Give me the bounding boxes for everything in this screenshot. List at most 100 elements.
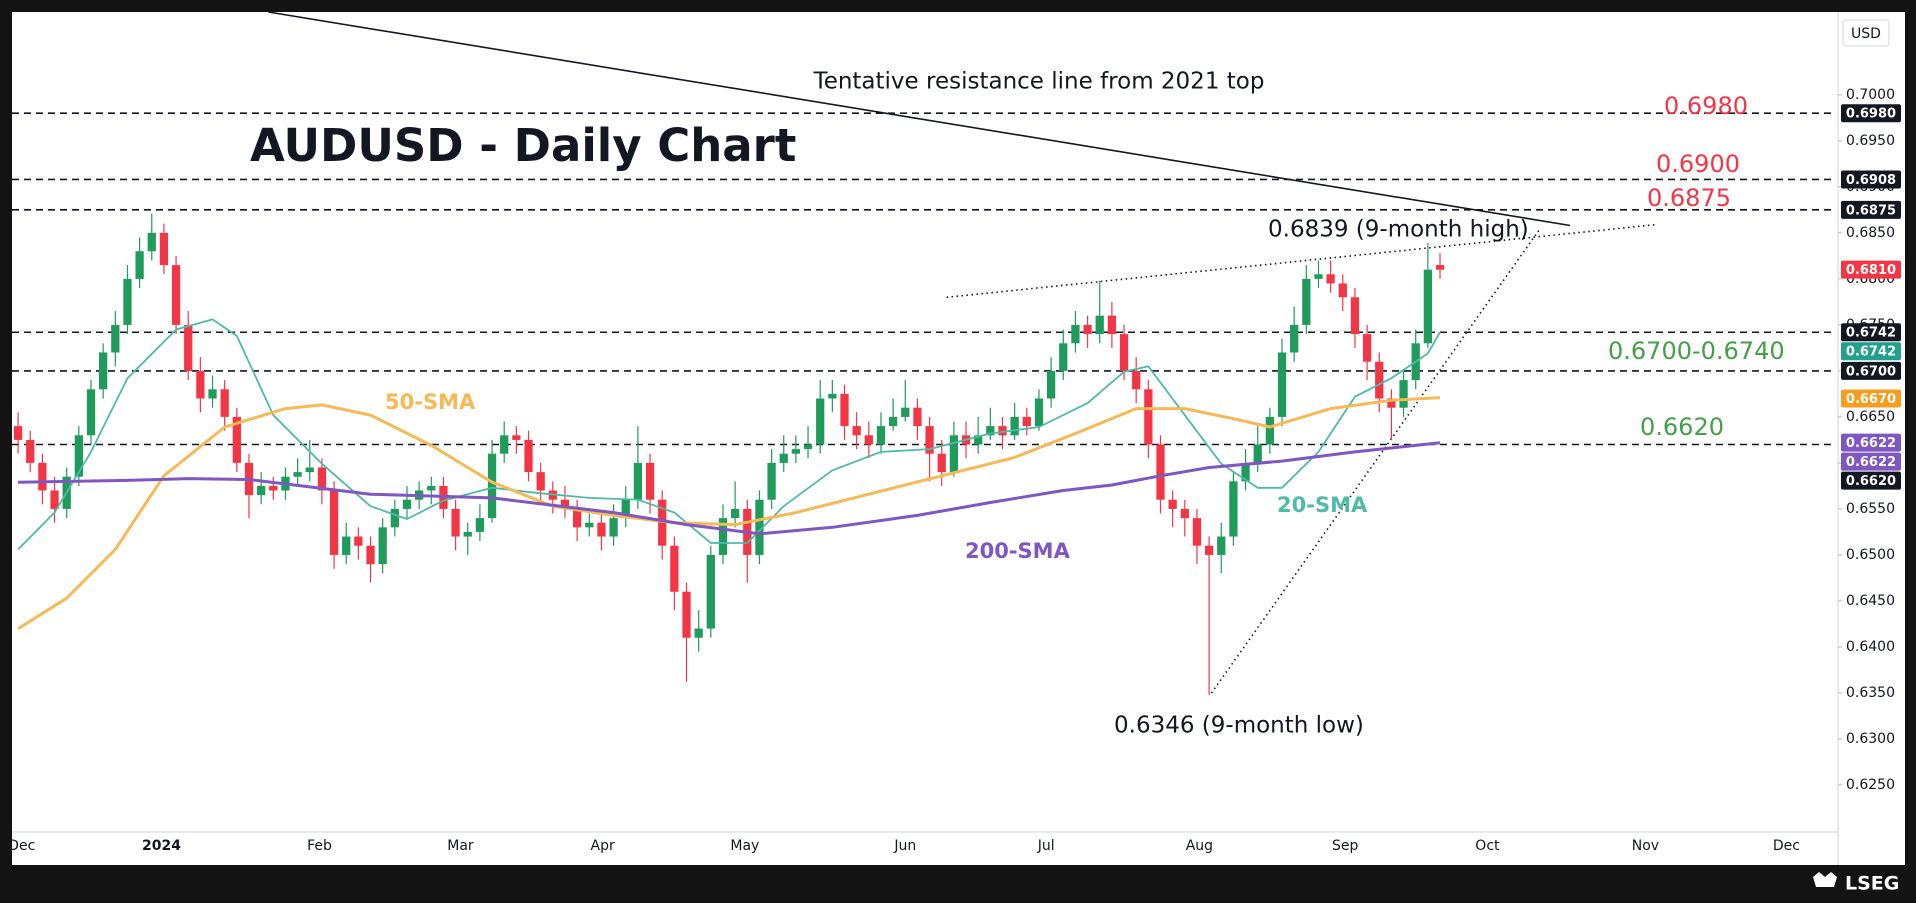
price-badge-label: 0.6742 xyxy=(1846,345,1896,360)
candle-body xyxy=(26,439,35,463)
candle-body xyxy=(1192,518,1202,546)
candle-body xyxy=(876,426,886,445)
trendline xyxy=(268,11,1571,227)
candle-body xyxy=(791,449,801,454)
annotations: AUDUSD - Daily Chart Tentative resistanc… xyxy=(250,69,1785,739)
logo: LSEG xyxy=(1813,872,1899,895)
candle-body xyxy=(888,416,898,427)
candle-body xyxy=(864,435,873,445)
annotation: 0.6839 (9-month high) xyxy=(1268,217,1529,243)
candle-body xyxy=(1350,297,1360,335)
price-badge xyxy=(1841,200,1901,219)
x-tick-label: 2024 xyxy=(142,838,181,854)
candle-body xyxy=(536,472,545,491)
candle-body xyxy=(1277,352,1287,417)
price-badge xyxy=(1841,170,1901,189)
sma-line xyxy=(18,441,1441,536)
candle-body xyxy=(949,435,959,473)
candle-body xyxy=(633,462,643,500)
y-tick-label: 0.6300 xyxy=(1846,731,1895,747)
candle-body xyxy=(378,527,387,565)
candle-body xyxy=(1423,269,1432,344)
sma-label: 200-SMA xyxy=(965,539,1071,563)
candle-body xyxy=(99,352,108,390)
y-tick-label: 0.6850 xyxy=(1846,225,1895,241)
candle-body xyxy=(1314,274,1323,279)
candle-body xyxy=(524,439,533,473)
y-tick-label: 0.6650 xyxy=(1846,409,1895,425)
candle-body xyxy=(852,426,861,436)
sma-label: 50-SMA xyxy=(385,390,476,414)
candle-body xyxy=(828,393,837,399)
y-tick-label: 0.7000 xyxy=(1846,87,1895,103)
candle-body xyxy=(937,453,946,473)
x-tick-label: May xyxy=(730,838,759,854)
sma-line xyxy=(17,318,1441,551)
y-tick-label: 0.6350 xyxy=(1846,685,1895,701)
candle-body xyxy=(1022,416,1031,427)
candle-body xyxy=(74,435,83,477)
price-badge-label: 0.6620 xyxy=(1846,474,1896,489)
candle-body xyxy=(816,398,825,445)
candle-body xyxy=(560,499,570,509)
price-badge xyxy=(1841,433,1901,452)
price-badge-label: 0.6810 xyxy=(1846,263,1896,278)
x-tick-label: Mar xyxy=(447,838,474,854)
candle-body xyxy=(366,545,375,565)
price-badge xyxy=(1841,342,1901,361)
sma-line xyxy=(17,396,1441,630)
candle-body xyxy=(1156,444,1165,500)
candle-body xyxy=(1435,265,1445,270)
candle-body xyxy=(1144,389,1153,445)
candle-body xyxy=(1132,370,1141,390)
candle-body xyxy=(354,536,363,546)
candle-body xyxy=(1302,278,1311,325)
level-label: 0.6875 xyxy=(1647,184,1731,212)
candle-body xyxy=(305,467,314,473)
candle-body xyxy=(1046,370,1056,399)
x-tick-label: Feb xyxy=(307,838,332,854)
candle-body xyxy=(998,426,1007,436)
y-tick-label: 0.6550 xyxy=(1846,501,1895,517)
price-badge-label: 0.6670 xyxy=(1846,392,1896,407)
level-label: 0.6700-0.6740 xyxy=(1608,337,1785,365)
price-badge xyxy=(1841,260,1901,279)
sma-label: 20-SMA xyxy=(1277,493,1368,517)
candle-body xyxy=(609,518,618,537)
candle-body xyxy=(682,591,691,638)
candle-body xyxy=(1204,545,1214,555)
candle-body xyxy=(208,389,217,399)
x-tick-label: Nov xyxy=(1632,838,1659,854)
candle-body xyxy=(1362,334,1372,362)
price-badge xyxy=(1841,389,1901,408)
x-tick-label: Aug xyxy=(1186,838,1213,854)
price-badge xyxy=(1841,452,1901,471)
candle-body xyxy=(220,389,229,417)
candle-body xyxy=(1326,274,1335,284)
candle-body xyxy=(694,628,703,638)
candle-body xyxy=(38,462,47,491)
x-tick-label: Sep xyxy=(1332,838,1359,854)
candle-body xyxy=(670,545,679,592)
candle-body xyxy=(779,453,788,463)
candle-body xyxy=(1338,283,1347,298)
chart-title: AUDUSD - Daily Chart xyxy=(250,119,796,172)
x-tick-label: Dec xyxy=(1773,838,1800,854)
price-badge-label: 0.6742 xyxy=(1846,326,1896,341)
candle-body xyxy=(1375,361,1384,399)
price-badge-label: 0.6622 xyxy=(1846,455,1896,470)
candle-body xyxy=(1217,536,1226,555)
candle-body xyxy=(1253,444,1262,463)
candle-body xyxy=(974,435,983,445)
price-badge-label: 0.6908 xyxy=(1846,173,1896,188)
candle-body xyxy=(500,435,509,454)
candle-body xyxy=(86,389,96,436)
level-label: 0.6980 xyxy=(1664,92,1748,120)
source-label: LSEG xyxy=(1845,873,1899,895)
price-badge-label: 0.6622 xyxy=(1846,436,1896,451)
candle-body xyxy=(1059,343,1068,371)
candle-body xyxy=(184,324,193,371)
candle-body xyxy=(196,370,205,399)
candle-body xyxy=(390,508,399,528)
